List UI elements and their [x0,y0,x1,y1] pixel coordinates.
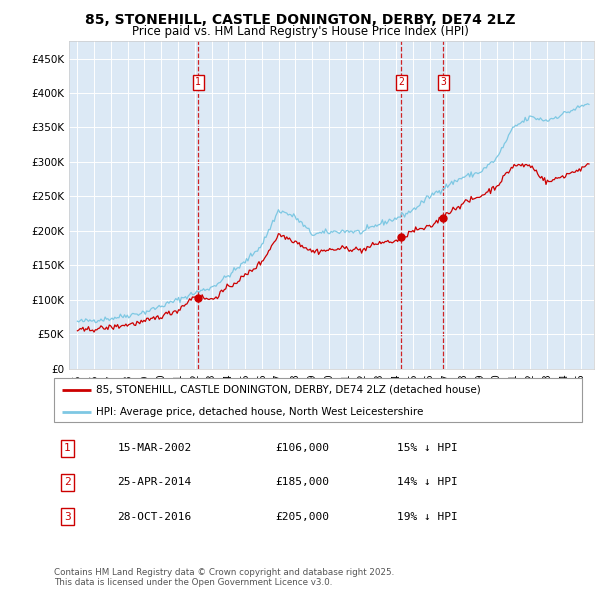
Text: 14% ↓ HPI: 14% ↓ HPI [397,477,458,487]
Text: 1: 1 [64,444,71,453]
Text: 85, STONEHILL, CASTLE DONINGTON, DERBY, DE74 2LZ (detached house): 85, STONEHILL, CASTLE DONINGTON, DERBY, … [96,385,481,395]
Text: 3: 3 [64,512,71,522]
Text: 25-APR-2014: 25-APR-2014 [118,477,191,487]
Text: 2: 2 [64,477,71,487]
Text: 15% ↓ HPI: 15% ↓ HPI [397,444,458,453]
Text: £106,000: £106,000 [276,444,330,453]
Text: £185,000: £185,000 [276,477,330,487]
Text: Price paid vs. HM Land Registry's House Price Index (HPI): Price paid vs. HM Land Registry's House … [131,25,469,38]
FancyBboxPatch shape [54,378,582,422]
Text: 15-MAR-2002: 15-MAR-2002 [118,444,191,453]
Text: 19% ↓ HPI: 19% ↓ HPI [397,512,458,522]
Text: HPI: Average price, detached house, North West Leicestershire: HPI: Average price, detached house, Nort… [96,407,424,417]
Text: 28-OCT-2016: 28-OCT-2016 [118,512,191,522]
Text: 3: 3 [440,77,446,87]
Text: 85, STONEHILL, CASTLE DONINGTON, DERBY, DE74 2LZ: 85, STONEHILL, CASTLE DONINGTON, DERBY, … [85,13,515,27]
Text: 1: 1 [195,77,201,87]
Text: Contains HM Land Registry data © Crown copyright and database right 2025.
This d: Contains HM Land Registry data © Crown c… [54,568,394,587]
Text: £205,000: £205,000 [276,512,330,522]
Text: 2: 2 [398,77,404,87]
